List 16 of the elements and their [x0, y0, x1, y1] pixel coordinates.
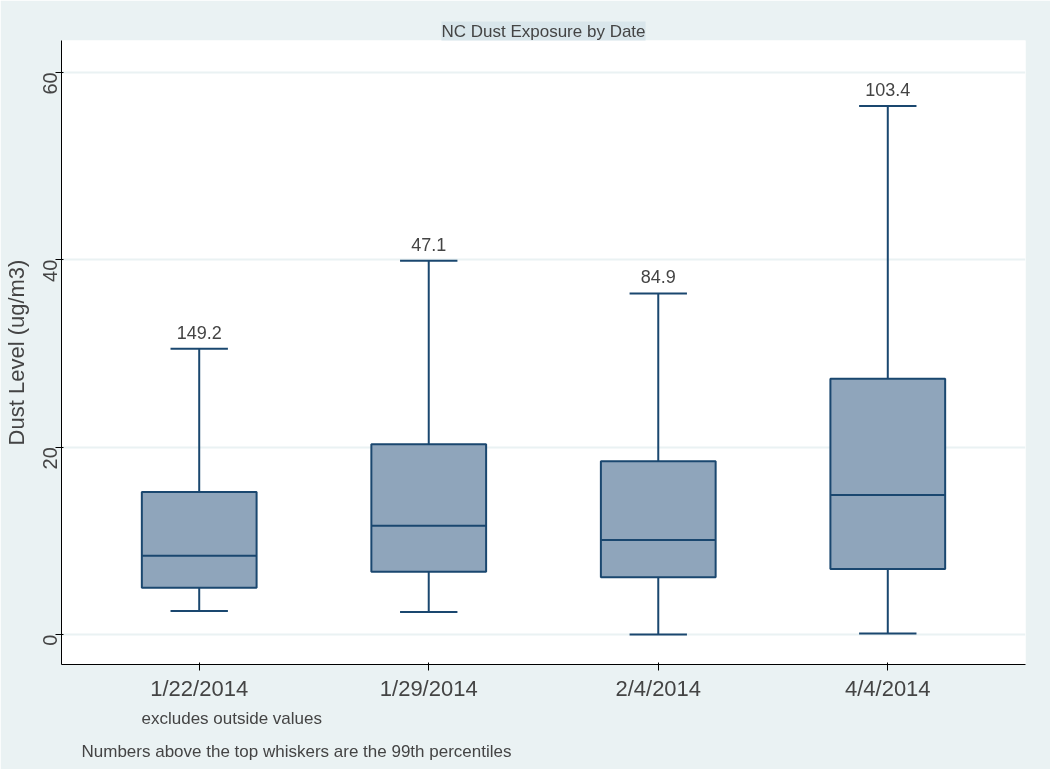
y-axis-title: Dust Level (ug/m3) — [3, 259, 29, 446]
y-tick-label: 20 — [39, 447, 62, 470]
x-tick-label: 4/4/2014 — [844, 675, 931, 701]
annotation: 84.9 — [640, 267, 676, 288]
x-tick-label: 1/29/2014 — [379, 675, 478, 701]
y-tick-label: 0 — [39, 634, 62, 646]
annotation: 149.2 — [176, 322, 222, 343]
text: Numbers above the top whiskers are the 99th percentiles — [81, 741, 512, 761]
x-tick-label: 1/22/2014 — [150, 675, 249, 701]
chart-title: NC Dust Exposure by Date — [441, 21, 646, 41]
y-tick-label: 40 — [39, 259, 62, 282]
text: excludes outside values — [141, 708, 323, 728]
y-tick-label: 60 — [39, 72, 62, 95]
x-tick-label: 2/4/2014 — [615, 675, 702, 701]
annotation: 103.4 — [865, 80, 911, 101]
annotation: 47.1 — [411, 234, 447, 255]
